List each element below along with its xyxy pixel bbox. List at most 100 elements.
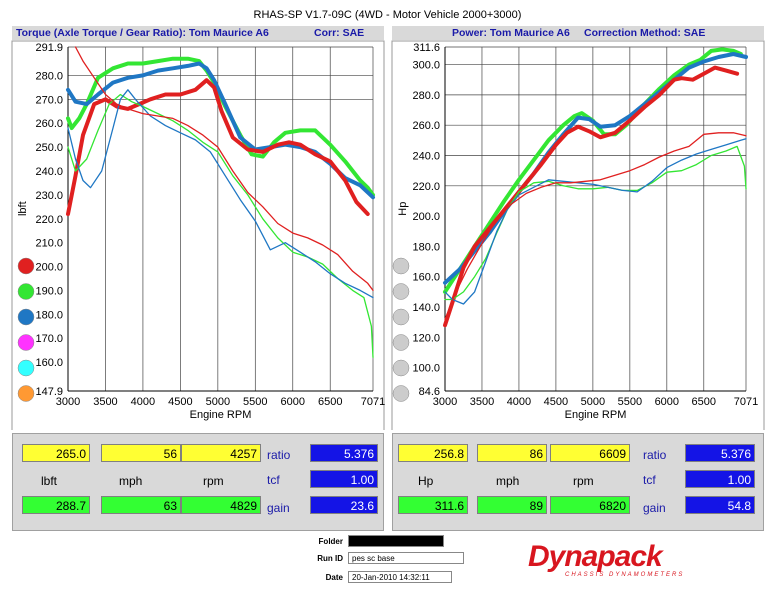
torque-tcf-label: tcf bbox=[267, 473, 280, 487]
torque-y-tick: 280.0 bbox=[35, 70, 63, 82]
power-x-tick: 3500 bbox=[470, 396, 494, 408]
torque-gain-label: gain bbox=[267, 501, 290, 515]
torque-panel-header: Torque (Axle Torque / Gear Ratio): Tom M… bbox=[12, 26, 384, 40]
torque-x-axis-label: Engine RPM bbox=[190, 409, 252, 421]
power-series-3 bbox=[443, 65, 740, 328]
torque-y-tick: 160.0 bbox=[35, 357, 63, 369]
power-series-6 bbox=[444, 132, 747, 320]
power-run-selector-dot bbox=[392, 283, 410, 300]
power-gain-value: 54.8 bbox=[685, 496, 755, 514]
torque-y-tick: 220.0 bbox=[35, 214, 63, 226]
torque-rpm-label: rpm bbox=[203, 474, 224, 488]
power-current-rpm: 6609 bbox=[550, 444, 630, 462]
torque-x-tick: 6000 bbox=[281, 396, 305, 408]
power-x-tick: 6000 bbox=[655, 396, 679, 408]
torque-panel-title: Torque (Axle Torque / Gear Ratio): Tom M… bbox=[16, 27, 269, 39]
power-peak-value: 311.6 bbox=[398, 496, 468, 514]
power-stats-panel: 256.8 86 6609 Hp mph rpm 311.6 89 6820 r… bbox=[392, 433, 764, 531]
power-x-tick: 4000 bbox=[507, 396, 531, 408]
torque-y-tick: 190.0 bbox=[35, 285, 63, 297]
torque-run-selector-dot bbox=[17, 308, 35, 326]
power-panel-header: Power: Tom Maurice A6 Correction Method:… bbox=[392, 26, 764, 40]
power-panel-corr: Correction Method: SAE bbox=[584, 27, 706, 39]
power-run-selector-dot bbox=[392, 308, 410, 326]
dynapack-tagline: CHASSIS DYNAMOMETERS bbox=[565, 572, 685, 578]
torque-x-tick: 3000 bbox=[56, 396, 80, 408]
torque-panel-corr: Corr: SAE bbox=[314, 27, 365, 39]
torque-y-tick: 180.0 bbox=[35, 309, 63, 321]
torque-run-selector-dot bbox=[17, 334, 35, 351]
torque-series-3 bbox=[66, 78, 370, 216]
power-y-tick: 200.0 bbox=[412, 211, 440, 223]
power-ratio-label: ratio bbox=[643, 448, 667, 462]
torque-ratio-value: 5.376 bbox=[310, 444, 378, 462]
power-y-tick: 140.0 bbox=[412, 302, 440, 314]
torque-peak-value: 288.7 bbox=[22, 496, 90, 514]
date-label: Date bbox=[325, 573, 343, 582]
power-chart-frame bbox=[391, 40, 765, 430]
power-y-tick: 240.0 bbox=[412, 151, 440, 163]
power-x-tick: 3000 bbox=[433, 396, 457, 408]
power-x-tick: 4500 bbox=[544, 396, 568, 408]
torque-y-tick: 230.0 bbox=[35, 190, 63, 202]
power-peak-mph: 89 bbox=[477, 496, 547, 514]
torque-x-tick: 5000 bbox=[206, 396, 230, 408]
runid-value: pes sc base bbox=[348, 552, 464, 564]
torque-run-selector-dot bbox=[17, 283, 35, 300]
folder-value bbox=[348, 535, 444, 547]
window-title: RHAS-SP V1.7-09C (4WD - Motor Vehicle 20… bbox=[253, 9, 522, 21]
torque-x-tick: 3500 bbox=[93, 396, 117, 408]
power-series-4 bbox=[444, 145, 747, 301]
power-x-tick: 5500 bbox=[618, 396, 642, 408]
torque-peak-rpm: 4829 bbox=[181, 496, 261, 514]
torque-current-rpm: 4257 bbox=[181, 444, 261, 462]
torque-series-6 bbox=[74, 46, 374, 292]
torque-x-tick: 5500 bbox=[243, 396, 267, 408]
torque-x-tick: 4500 bbox=[168, 396, 192, 408]
torque-current-mph: 56 bbox=[101, 444, 181, 462]
torque-y-tick: 210.0 bbox=[35, 238, 63, 250]
torque-peak-mph: 63 bbox=[101, 496, 181, 514]
torque-chart-frame bbox=[11, 40, 385, 430]
torque-run-selector-dot bbox=[17, 257, 35, 275]
torque-ratio-label: ratio bbox=[267, 448, 291, 462]
power-y-tick: 300.0 bbox=[412, 60, 440, 72]
torque-y-tick: 200.0 bbox=[35, 262, 63, 274]
power-y-tick: 180.0 bbox=[412, 241, 440, 253]
power-y-tick: 311.6 bbox=[413, 42, 440, 54]
power-y-tick: 84.6 bbox=[419, 386, 440, 398]
torque-y-tick: 147.9 bbox=[35, 386, 63, 398]
power-y-tick: 160.0 bbox=[412, 272, 440, 284]
power-x-tick: 6500 bbox=[692, 396, 716, 408]
torque-x-tick: 6500 bbox=[318, 396, 342, 408]
power-run-selector-dot bbox=[392, 359, 410, 377]
torque-run-selector-dot bbox=[17, 359, 35, 377]
torque-y-axis-label: lbft bbox=[17, 201, 29, 216]
torque-x-tick: 7071 bbox=[361, 396, 385, 408]
torque-y-tick: 291.9 bbox=[35, 42, 63, 54]
power-x-tick: 7071 bbox=[734, 396, 758, 408]
torque-stats-panel: 265.0 56 4257 lbft mph rpm 288.7 63 4829… bbox=[12, 433, 384, 531]
dynapack-logo: Dynapack bbox=[528, 540, 663, 573]
power-series-5 bbox=[444, 138, 747, 305]
torque-current-value: 265.0 bbox=[22, 444, 90, 462]
dyno-charts: 3000 3500 4000 4500 5000 5500 6000 6500 7071 291.… bbox=[11, 40, 765, 430]
power-run-selector-dot bbox=[392, 334, 410, 351]
power-run-selector-dot bbox=[392, 257, 410, 275]
power-mph-label: mph bbox=[496, 474, 520, 488]
power-gain-label: gain bbox=[643, 501, 666, 515]
torque-y-tick: 260.0 bbox=[35, 118, 63, 130]
torque-tcf-value: 1.00 bbox=[310, 470, 378, 488]
runid-label: Run ID bbox=[317, 554, 343, 563]
torque-y-tick: 250.0 bbox=[35, 142, 63, 154]
power-y-tick: 260.0 bbox=[412, 120, 440, 132]
power-x-tick: 5000 bbox=[581, 396, 605, 408]
power-y-tick: 280.0 bbox=[412, 90, 440, 102]
torque-y-tick: 240.0 bbox=[35, 166, 63, 178]
power-x-axis-label: Engine RPM bbox=[565, 409, 627, 421]
torque-run-selector-dot bbox=[17, 385, 35, 402]
torque-mph-label: mph bbox=[119, 474, 143, 488]
torque-gain-value: 23.6 bbox=[310, 496, 378, 514]
power-run-selector-dot bbox=[392, 385, 410, 402]
torque-x-tick: 4000 bbox=[131, 396, 155, 408]
